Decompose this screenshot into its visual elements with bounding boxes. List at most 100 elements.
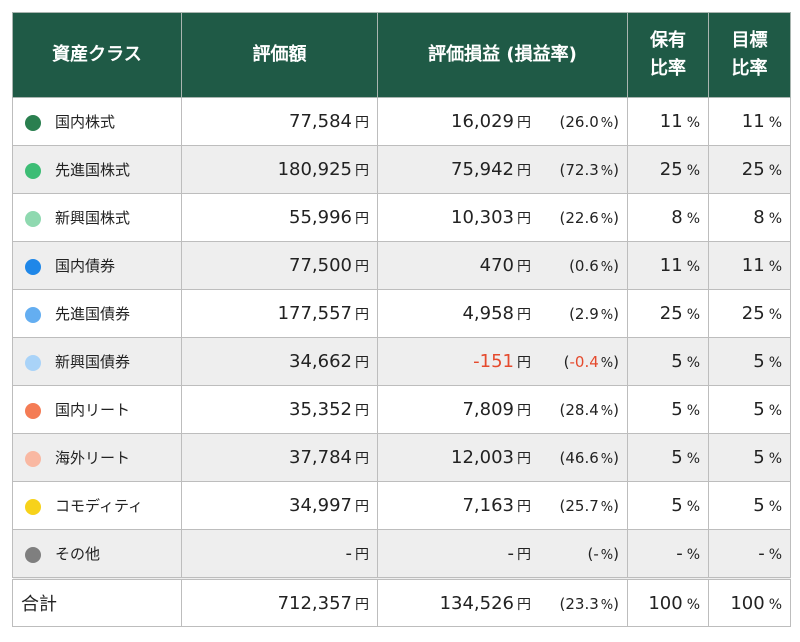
gain-loss-cell: 4,958 円 (2.9%): [377, 289, 628, 338]
asset-class-cell: 国内債券: [12, 241, 182, 290]
asset-class-cell: 国内リート: [12, 385, 182, 434]
percent-unit: %: [768, 499, 782, 515]
gain-loss-value: 7,163: [462, 495, 514, 516]
asset-class-name: その他: [55, 545, 101, 563]
asset-class-table: 資産クラス 評価額 評価損益 (損益率) 保有 比率 目標 比率 国内株式 77,58…: [12, 12, 791, 627]
holding-ratio-cell: 5%: [627, 337, 709, 386]
percent-unit: %: [686, 596, 700, 613]
valuation-value: 34,997: [289, 495, 352, 516]
target-ratio-cell: 5%: [708, 337, 791, 386]
percent-unit: %: [768, 307, 782, 323]
total-label: 合計: [12, 577, 182, 627]
gain-loss-cell: 10,303 円 (22.6%): [377, 193, 628, 242]
color-dot-icon: [25, 498, 41, 515]
target-ratio-value: 5: [753, 351, 765, 372]
percent-unit: %: [686, 115, 700, 131]
holding-ratio-cell: 5%: [627, 481, 709, 530]
valuation-cell: 177,557 円: [181, 289, 378, 338]
percent-unit: %: [600, 308, 614, 323]
gain-loss-cell: - 円 (-%): [377, 529, 628, 579]
gain-loss-rate-value: 2.9: [574, 305, 599, 323]
holding-ratio-value: 5: [671, 351, 683, 372]
gain-loss-rate-value: 28.4: [565, 401, 599, 419]
yen-unit: 円: [517, 596, 531, 613]
total-value: 712,357: [277, 592, 352, 614]
holding-ratio-value: -: [676, 543, 683, 564]
table-row: 海外リート 37,784 円 12,003 円 (46.6%) 5% 5%: [12, 433, 791, 482]
percent-unit: %: [686, 355, 700, 371]
header-target-ratio-line2: 比率: [731, 58, 768, 79]
asset-class-name: 新興国債券: [55, 353, 131, 371]
gain-loss-cell: 7,809 円 (28.4%): [377, 385, 628, 434]
color-dot-icon: [25, 546, 41, 563]
valuation-cell: 77,500 円: [181, 241, 378, 290]
holding-ratio-value: 25: [659, 303, 683, 324]
percent-unit: %: [600, 260, 614, 275]
asset-class-name: 先進国株式: [55, 161, 131, 179]
gain-loss-cell: 7,163 円 (25.7%): [377, 481, 628, 530]
header-asset-class: 資産クラス: [12, 12, 182, 98]
percent-unit: %: [768, 163, 782, 179]
target-ratio-cell: 25%: [708, 145, 791, 194]
total-gain: 134,526: [439, 592, 514, 614]
holding-ratio-cell: 11%: [627, 97, 709, 146]
asset-class-name: 国内リート: [55, 401, 131, 419]
gain-loss-cell: 16,029 円 (26.0%): [377, 97, 628, 146]
yen-unit: 円: [517, 307, 531, 323]
gain-loss-rate: (22.6%): [559, 209, 619, 227]
yen-unit: 円: [355, 451, 369, 467]
valuation-value: 177,557: [277, 303, 352, 324]
gain-loss-rate: (26.0%): [559, 113, 619, 131]
color-dot-icon: [25, 162, 41, 179]
valuation-cell: 37,784 円: [181, 433, 378, 482]
target-ratio-cell: 25%: [708, 289, 791, 338]
gain-loss-value: 470: [479, 255, 514, 276]
valuation-value: 37,784: [289, 447, 352, 468]
table-row: 新興国債券 34,662 円 -151 円 (-0.4%) 5% 5%: [12, 337, 791, 386]
table-header-row: 資産クラス 評価額 評価損益 (損益率) 保有 比率 目標 比率: [12, 12, 791, 98]
holding-ratio-cell: 5%: [627, 385, 709, 434]
yen-unit: 円: [355, 355, 369, 371]
asset-class-cell: コモディティ: [12, 481, 182, 530]
header-valuation: 評価額: [181, 12, 378, 98]
asset-class-cell: 先進国債券: [12, 289, 182, 338]
yen-unit: 円: [517, 403, 531, 419]
asset-class-name: 海外リート: [55, 449, 131, 467]
gain-loss-value: 4,958: [462, 303, 514, 324]
total-rate-value: 23.3: [565, 594, 599, 613]
gain-loss-rate-value: 25.7: [565, 497, 599, 515]
percent-unit: %: [600, 164, 614, 179]
color-dot-icon: [25, 402, 41, 419]
header-holding-ratio: 保有 比率: [627, 12, 709, 98]
percent-unit: %: [686, 499, 700, 515]
percent-unit: %: [600, 356, 614, 371]
asset-class-name: 新興国株式: [55, 209, 131, 227]
holding-ratio-cell: 8%: [627, 193, 709, 242]
target-ratio-cell: 11%: [708, 241, 791, 290]
percent-unit: %: [768, 211, 782, 227]
percent-unit: %: [686, 547, 700, 563]
percent-unit: %: [600, 597, 614, 613]
target-ratio-value: 5: [753, 495, 765, 516]
asset-class-name: 先進国債券: [55, 305, 131, 323]
percent-unit: %: [600, 500, 614, 515]
gain-loss-rate: (-0.4%): [563, 353, 619, 371]
color-dot-icon: [25, 354, 41, 371]
header-gain-loss: 評価損益 (損益率): [377, 12, 628, 98]
gain-loss-rate: (46.6%): [559, 449, 619, 467]
valuation-value: 77,500: [289, 255, 352, 276]
asset-class-name: 国内債券: [55, 257, 116, 275]
gain-loss-value: 75,942: [451, 159, 514, 180]
yen-unit: 円: [355, 499, 369, 515]
yen-unit: 円: [517, 115, 531, 131]
yen-unit: 円: [517, 451, 531, 467]
gain-loss-cell: 75,942 円 (72.3%): [377, 145, 628, 194]
table-row: 先進国債券 177,557 円 4,958 円 (2.9%) 25% 25%: [12, 289, 791, 338]
asset-class-cell: 先進国株式: [12, 145, 182, 194]
percent-unit: %: [768, 355, 782, 371]
gain-loss-rate: (2.9%): [569, 305, 619, 323]
holding-ratio-value: 5: [671, 399, 683, 420]
target-ratio-cell: 5%: [708, 385, 791, 434]
table-row: 国内債券 77,500 円 470 円 (0.6%) 11% 11%: [12, 241, 791, 290]
holding-ratio-value: 5: [671, 447, 683, 468]
